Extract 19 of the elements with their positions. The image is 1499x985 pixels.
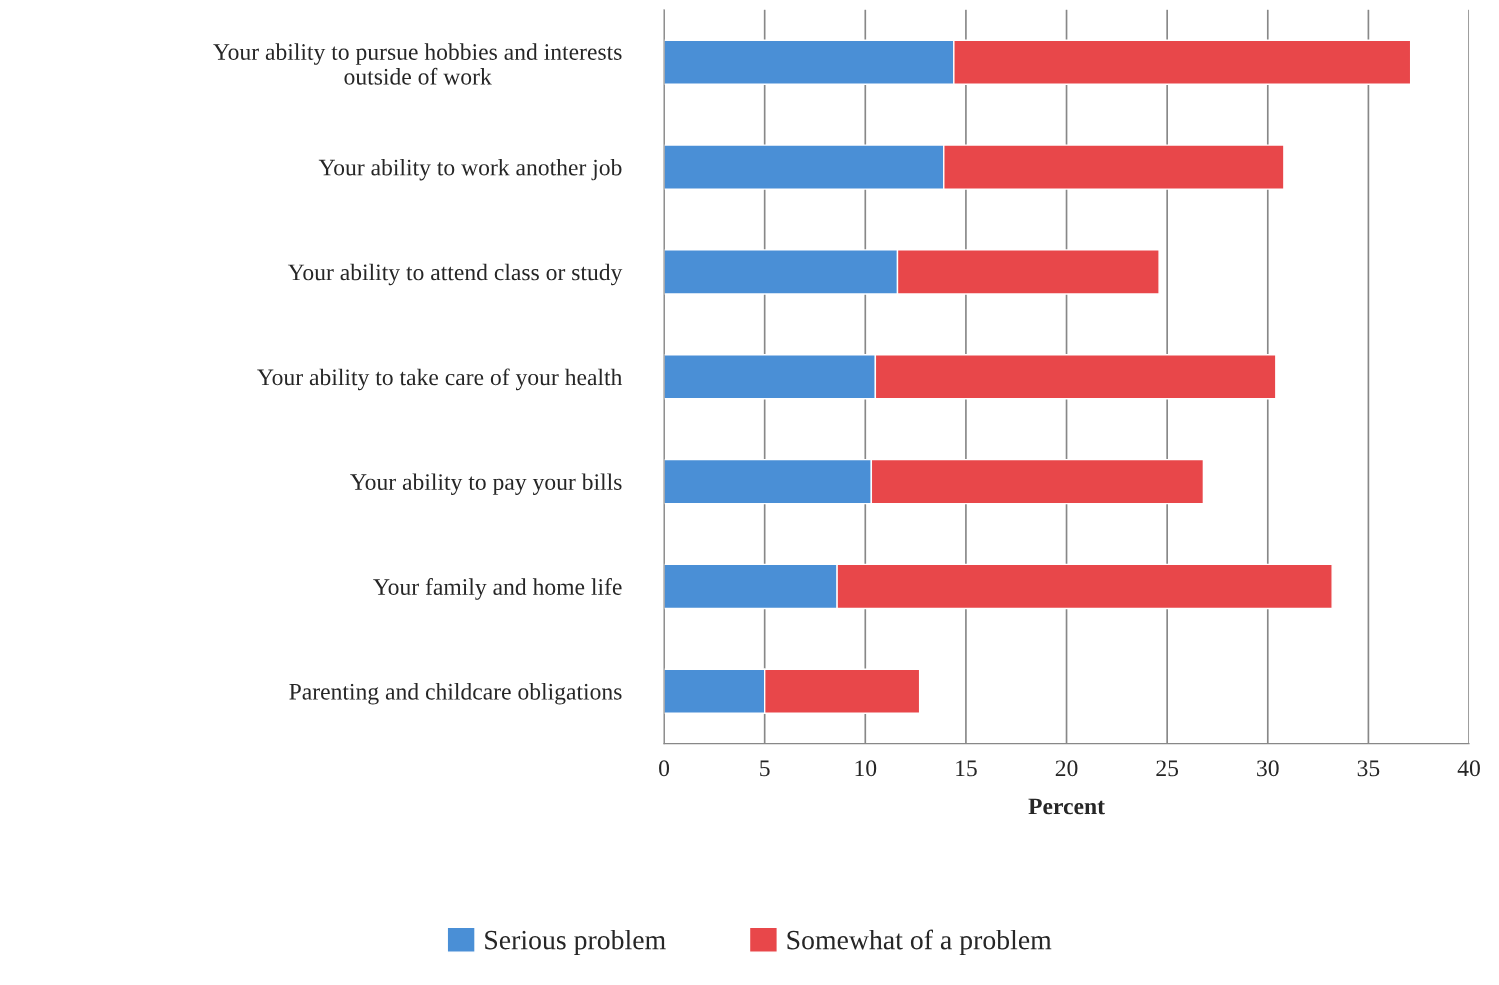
x-axis-title: Percent — [1028, 798, 1105, 815]
y-tick-label: Your family and home life — [373, 578, 622, 600]
x-tick-label: 25 — [1156, 760, 1179, 777]
legend-label: Serious problem — [485, 929, 666, 956]
legend-label: Somewhat of a problem — [787, 929, 1052, 956]
x-tick-label: 30 — [1257, 760, 1279, 777]
x-tick-label: 15 — [956, 760, 977, 777]
y-tick-label: Your ability to work another job — [318, 158, 622, 181]
x-tick-label: 5 — [760, 760, 770, 777]
y-tick-label: Your ability to take care of your health — [257, 368, 623, 391]
x-tick-label: 10 — [855, 760, 877, 777]
y-tick-label: Your ability to pay your bills — [350, 473, 622, 495]
y-tick-label: Parenting and childcare obligations — [289, 683, 622, 705]
y-tick-label: Your ability to attend class or study — [287, 263, 623, 286]
y-tick-label: Your ability to pursue hobbies and interests outside of work — [213, 43, 622, 85]
x-tick-label: 35 — [1357, 760, 1380, 777]
x-tick-label: 20 — [1055, 760, 1078, 777]
x-tick-label: 40 — [1457, 760, 1480, 777]
x-tick-label: 0 — [659, 760, 670, 777]
